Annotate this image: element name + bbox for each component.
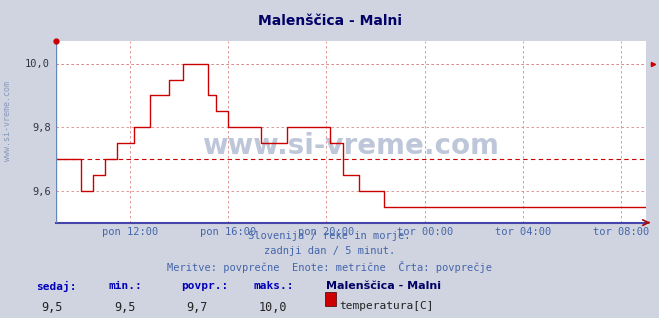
Text: povpr.:: povpr.: [181, 281, 229, 291]
Text: 9,5: 9,5 [42, 301, 63, 314]
Text: 9,7: 9,7 [186, 301, 208, 314]
Text: 9,5: 9,5 [114, 301, 135, 314]
Text: maks.:: maks.: [254, 281, 294, 291]
Text: 10,0: 10,0 [25, 59, 50, 69]
Text: sedaj:: sedaj: [36, 281, 76, 293]
Text: Slovenija / reke in morje.: Slovenija / reke in morje. [248, 231, 411, 240]
Text: Malenščica - Malni: Malenščica - Malni [326, 281, 442, 291]
Text: www.si-vreme.com: www.si-vreme.com [3, 81, 13, 161]
Text: 10,0: 10,0 [259, 301, 287, 314]
Text: Meritve: povprečne  Enote: metrične  Črta: povprečje: Meritve: povprečne Enote: metrične Črta:… [167, 261, 492, 273]
Text: min.:: min.: [109, 281, 142, 291]
Text: zadnji dan / 5 minut.: zadnji dan / 5 minut. [264, 246, 395, 256]
Text: Malenščica - Malni: Malenščica - Malni [258, 14, 401, 28]
Text: temperatura[C]: temperatura[C] [339, 301, 434, 310]
Text: www.si-vreme.com: www.si-vreme.com [202, 133, 500, 161]
